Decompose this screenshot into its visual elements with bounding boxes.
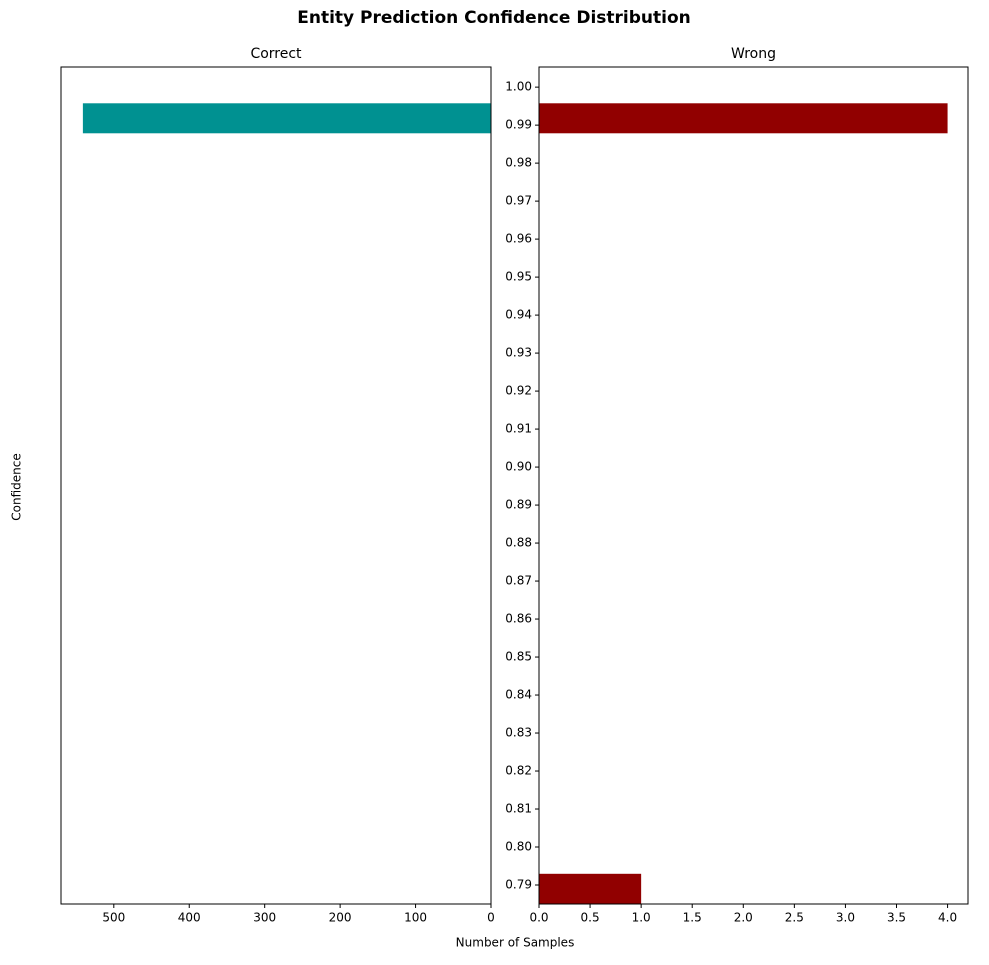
x-tick-label: 2.0 [734,911,753,925]
x-tick-label: 300 [253,911,276,925]
y-tick-label: 0.93 [505,346,532,360]
x-tick-label: 3.5 [887,911,906,925]
x-tick-label: 0.0 [529,911,548,925]
bar [82,103,491,134]
y-tick-label: 1.00 [505,80,532,94]
y-tick-label: 0.83 [505,726,532,740]
x-tick-label: 2.5 [785,911,804,925]
x-tick-label: 3.0 [836,911,855,925]
x-tick-label: 1.5 [683,911,702,925]
y-tick-label: 0.94 [505,308,532,322]
bar [539,103,948,134]
y-axis-label: Confidence [10,453,24,520]
y-tick-label: 0.92 [505,384,532,398]
x-tick-label: 1.0 [632,911,651,925]
y-tick-label: 0.95 [505,270,532,284]
y-tick-label: 0.84 [505,688,532,702]
chart-title: Entity Prediction Confidence Distributio… [297,8,690,28]
x-tick-label: 100 [404,911,427,925]
y-tick-label: 0.82 [505,764,532,778]
x-tick-label: 0.5 [581,911,600,925]
x-axis-label: Number of Samples [456,936,575,950]
y-tick-label: 0.88 [505,536,532,550]
y-tick-label: 0.96 [505,232,532,246]
x-tick-label: 0 [487,911,495,925]
plot-frame [538,66,969,905]
y-tick-label: 0.85 [505,650,532,664]
y-tick-label: 0.87 [505,574,532,588]
y-tick-label: 0.91 [505,422,532,436]
bar [539,873,642,904]
x-tick-label: 4.0 [938,911,957,925]
y-tick-label: 0.80 [505,840,532,854]
panel-title: Correct [250,46,302,62]
x-tick-label: 400 [178,911,201,925]
y-tick-label: 0.99 [505,118,532,132]
y-tick-label: 0.79 [505,878,532,892]
x-tick-label: 500 [102,911,125,925]
y-tick-label: 0.81 [505,802,532,816]
y-tick-label: 0.90 [505,460,532,474]
plot-frame [60,66,492,905]
y-tick-label: 0.98 [505,156,532,170]
y-tick-label: 0.89 [505,498,532,512]
y-tick-label: 0.86 [505,612,532,626]
y-tick-label: 0.97 [505,194,532,208]
x-tick-label: 200 [329,911,352,925]
panel-title: Wrong [731,46,776,62]
